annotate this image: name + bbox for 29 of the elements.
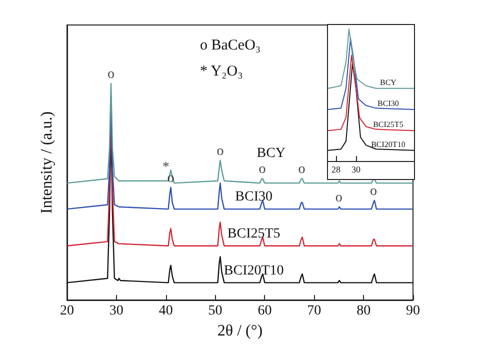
annotation: o — [370, 184, 377, 199]
x-tick-label: 20 — [60, 304, 74, 318]
annotation: o — [258, 162, 266, 178]
x-tick-label: 40 — [158, 304, 173, 318]
series-label: BCI25T5 — [227, 226, 280, 242]
series-label: BCI30 — [235, 190, 273, 205]
x-tick-label: 28 — [332, 164, 341, 174]
x-tick-label: 90 — [406, 304, 420, 318]
annotation: o — [107, 66, 114, 82]
x-tick-label: 80 — [356, 304, 371, 318]
x-tick-label: 50 — [208, 304, 222, 318]
x-tick-label: 30 — [352, 164, 361, 174]
x-tick-label: 30 — [109, 304, 124, 318]
x-tick-label: 70 — [307, 304, 322, 318]
x-axis-title: 2θ / (°) — [217, 322, 263, 340]
annotation: o — [216, 144, 224, 159]
series-label: BCY — [380, 78, 397, 87]
annotation: o — [335, 190, 342, 206]
annotation: o — [298, 162, 306, 178]
annotation: * — [162, 160, 170, 176]
x-tick-label: 60 — [258, 304, 272, 318]
text: * Y₂O₃ — [200, 64, 243, 80]
series-label: BCI20T10 — [371, 140, 406, 149]
series-label: BCI30 — [378, 99, 399, 108]
series-label: BCI20T10 — [224, 263, 284, 278]
text: o BaCeO₃ — [200, 38, 261, 54]
y-axis-title: Intensity / (a.u.) — [38, 111, 56, 214]
series-label: BCI25T5 — [373, 120, 404, 130]
series-label: BCY — [256, 146, 286, 161]
